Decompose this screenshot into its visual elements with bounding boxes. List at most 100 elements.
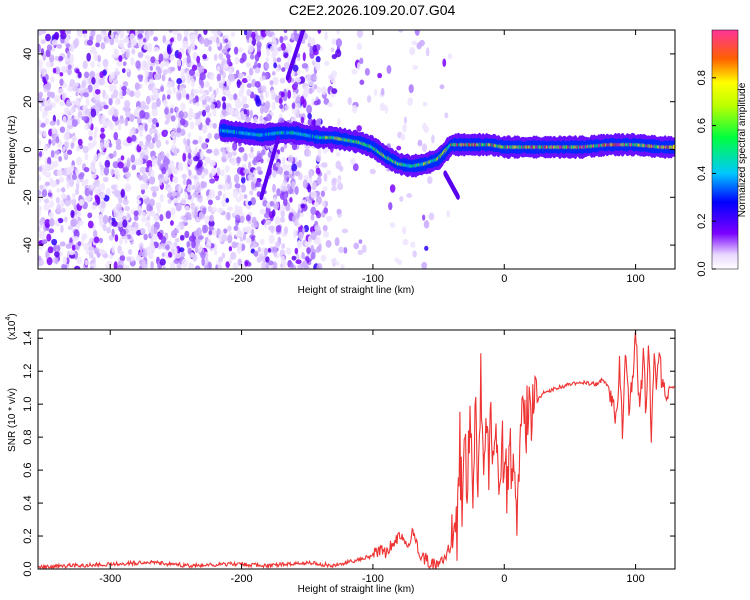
spectrogram-cell: [95, 88, 101, 95]
spectrogram-cell: [248, 161, 252, 170]
spectrogram-cell: [167, 199, 172, 204]
spectrogram-cell: [139, 243, 143, 252]
spectrogram-cell: [146, 95, 151, 105]
spectrogram-cell: [129, 33, 136, 42]
spectrogram-cell: [103, 166, 110, 176]
spectrogram-cell: [286, 42, 292, 51]
spectrogram-cell: [193, 175, 198, 180]
spectrogram-cell: [134, 222, 139, 230]
spectrogram-cell: [191, 64, 198, 71]
spectrogram-cell: [215, 195, 221, 201]
spectrogram-cell: [66, 50, 71, 59]
spectrogram-cell: [108, 235, 114, 241]
spectrogram-cell: [197, 159, 203, 168]
spectrogram-cell: [180, 197, 187, 205]
spectrogram-cell: [201, 125, 207, 133]
spectrogram-cell: [173, 147, 178, 157]
spectrogram-cell: [250, 31, 256, 39]
spectrogram-cell: [259, 115, 264, 122]
spectrogram-cell: [228, 69, 233, 74]
spectrogram-cell: [335, 152, 341, 157]
spectrogram-cell: [55, 136, 60, 144]
snr-y-ticks: 0.0 0.2 0.4 0.6 0.8 1.0 1.2 1.4: [22, 331, 675, 577]
spectrogram-cell: [45, 163, 52, 172]
spectrogram-cell: [138, 175, 143, 181]
spectrogram-cell: [103, 139, 109, 146]
spectrogram-cell: [42, 131, 47, 137]
spectrogram-cell: [117, 161, 124, 169]
spectrogram-cell: [322, 200, 326, 208]
spectrogram-cell: [80, 90, 84, 99]
spectrogram-cell: [386, 65, 392, 74]
spectrogram-cell: [207, 132, 213, 140]
spectrogram-cell: [180, 251, 186, 258]
spectrogram-cell: [149, 127, 153, 135]
spectrogram-cell: [226, 57, 232, 66]
streak-cell: [305, 17, 309, 23]
spectrogram-cell: [246, 83, 252, 89]
spectrogram-cell: [190, 78, 195, 87]
spectrogram-cell: [315, 167, 321, 175]
spectrogram-cell: [159, 173, 164, 179]
spectrogram-cell: [252, 242, 257, 248]
spectrogram-cell: [52, 67, 57, 74]
spectrogram-cell: [60, 199, 65, 208]
spectrogram-cell: [178, 110, 184, 120]
spectrogram-cell: [271, 101, 276, 111]
spectrogram-cell: [273, 62, 278, 69]
spectrogram-cell: [302, 89, 309, 99]
spectrogram-cell: [234, 56, 240, 65]
spectrogram-cell: [241, 78, 248, 84]
spectrogram-cells: [38, 17, 675, 269]
spectrogram-cell: [113, 169, 120, 176]
spectrogram-cell: [142, 38, 147, 43]
spectrogram-cell: [208, 45, 212, 52]
spectrogram-cell: [54, 149, 61, 155]
spectrogram-cell: [303, 265, 310, 269]
spectrogram-cell: [195, 118, 201, 126]
snr-y-label: SNR (10 * v/v): [7, 388, 18, 452]
spectrogram-cell: [59, 241, 66, 247]
spectrogram-cell: [356, 125, 362, 132]
spectrogram-cell: [330, 47, 335, 53]
spectrogram-cell: [145, 31, 150, 41]
spectrogram-cell: [48, 228, 55, 234]
spectrogram-x-tick-label: -300: [99, 273, 121, 285]
spectrogram-cell: [364, 68, 370, 76]
spectrogram-cell: [102, 58, 109, 68]
spectrogram-cell: [257, 152, 263, 161]
spectrogram-cell: [312, 181, 317, 190]
spectrogram-cell: [155, 202, 162, 210]
spectrogram-cell: [119, 30, 125, 38]
spectrogram-cell: [400, 133, 406, 141]
spectrogram-cell: [239, 57, 245, 64]
spectrogram-cell: [178, 247, 185, 253]
spectrogram-cell: [168, 163, 173, 169]
spectrogram-cell: [159, 177, 163, 186]
spectrogram-cell: [300, 95, 305, 105]
spectrogram-cell: [103, 35, 110, 44]
spectrogram-cell: [165, 244, 170, 251]
spectrogram-cell: [100, 127, 105, 133]
spectrogram-cell: [254, 53, 260, 62]
spectrogram-cell: [44, 171, 52, 178]
spectrogram-cell: [71, 198, 77, 206]
spectrogram-cell: [173, 197, 179, 204]
snr-multiplier: (x104): [5, 313, 18, 340]
spectrogram-cell: [261, 261, 266, 269]
spectrogram-cell: [222, 101, 227, 111]
spectrogram-cell: [225, 43, 229, 50]
spectrogram-cell: [73, 229, 80, 239]
spectrogram-cell: [216, 30, 222, 36]
spectrogram-cell: [108, 142, 113, 148]
spectrogram-cell: [427, 176, 433, 185]
spectrogram-cell: [170, 115, 176, 122]
spectrogram-cell: [227, 225, 232, 232]
snr-y-tick-label: 0.2: [22, 528, 34, 543]
spectrogram-cell: [136, 205, 142, 211]
spectrogram-cell: [72, 86, 79, 92]
spectrogram-cell: [245, 214, 251, 222]
spectrogram-cell: [208, 219, 215, 228]
spectrogram-cell: [140, 216, 147, 223]
spectrogram-cell: [82, 60, 88, 70]
